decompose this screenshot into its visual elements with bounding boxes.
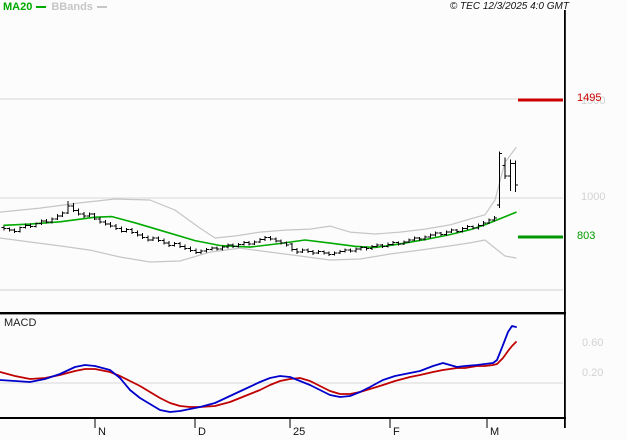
x-axis-tick-label: D xyxy=(198,426,206,438)
ma20-legend-swatch xyxy=(36,6,47,8)
x-axis-tick-label: M xyxy=(490,426,500,438)
x-axis-tick-label: 25 xyxy=(293,426,306,438)
macd-panel-title: MACD xyxy=(4,317,37,329)
resistance-level-label: 1495 xyxy=(577,92,602,104)
price-grid-label-1000: 1000 xyxy=(581,191,606,203)
copyright-text: © TEC 12/3/2025 4:0 GMT xyxy=(449,1,569,12)
x-axis-tick-label: F xyxy=(393,426,400,438)
legend: MA20 BBands xyxy=(3,1,107,13)
x-axis-tick-label: N xyxy=(98,426,106,438)
ma20-legend-label: MA20 xyxy=(3,1,33,13)
macd-grid-label-060: 0.60 xyxy=(582,337,604,349)
bbands-legend-label: BBands xyxy=(51,1,93,13)
price-grid-label-1500: 1500 xyxy=(581,95,606,107)
legend-item: BBands xyxy=(51,1,107,13)
macd-grid-label-020: 0.20 xyxy=(582,367,604,379)
bbands-legend-swatch xyxy=(96,6,107,8)
legend-item: MA20 xyxy=(3,1,47,13)
support-level-label: 803 xyxy=(577,230,596,242)
